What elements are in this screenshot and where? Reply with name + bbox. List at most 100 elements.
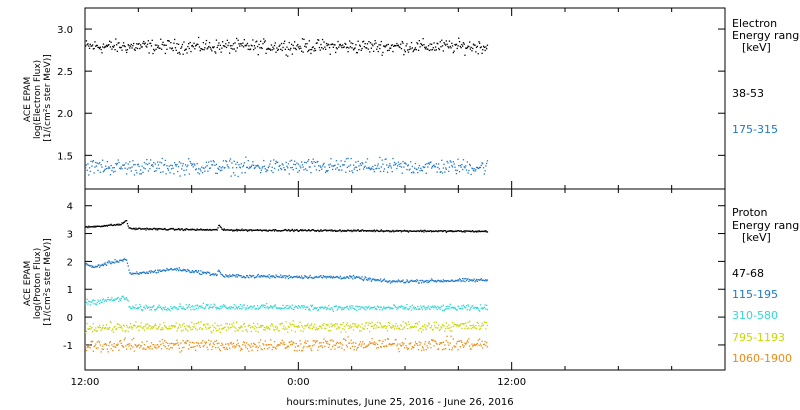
proton-point <box>443 348 445 350</box>
proton-point <box>108 299 110 301</box>
proton-point <box>123 325 125 327</box>
proton-point <box>342 307 344 309</box>
proton-point <box>366 279 368 281</box>
proton-point <box>482 308 484 310</box>
proton-point <box>438 280 441 282</box>
electron-point <box>379 47 381 50</box>
proton-point <box>465 343 467 345</box>
proton-point <box>184 341 187 343</box>
electron-point <box>215 39 218 41</box>
proton-point <box>340 230 342 233</box>
electron-point <box>176 43 178 45</box>
electron-point <box>240 43 242 45</box>
electron-point <box>253 164 255 166</box>
proton-point <box>256 349 259 352</box>
proton-point <box>239 229 241 231</box>
proton-point <box>140 305 142 308</box>
proton-point <box>352 341 355 344</box>
electron-point <box>167 40 170 42</box>
electron-point <box>138 42 140 45</box>
proton-point <box>482 324 484 327</box>
proton-point <box>379 340 381 342</box>
proton-point <box>332 230 334 232</box>
electron-point <box>301 164 304 166</box>
proton-point <box>359 330 361 332</box>
proton-ytick-label: 1 <box>67 285 73 296</box>
proton-point <box>88 344 91 346</box>
proton-point <box>204 341 206 343</box>
electron-point <box>325 171 327 174</box>
electron-point <box>471 167 473 169</box>
proton-point <box>362 279 365 282</box>
proton-point <box>480 345 482 347</box>
proton-point <box>371 307 373 309</box>
proton-point <box>206 271 208 273</box>
electron-point <box>116 162 118 165</box>
proton-point <box>281 307 283 309</box>
electron-point <box>261 47 263 50</box>
proton-point <box>102 345 104 347</box>
proton-point <box>480 230 482 233</box>
proton-point <box>152 271 154 273</box>
proton-point <box>377 230 379 232</box>
electron-point <box>415 168 417 170</box>
proton-point <box>322 324 324 327</box>
proton-point <box>201 340 204 342</box>
electron-point <box>362 40 365 42</box>
electron-point <box>91 45 93 47</box>
proton-point <box>97 299 99 301</box>
electron-point <box>469 163 471 165</box>
proton-point <box>289 341 291 343</box>
electron-point <box>373 43 376 45</box>
electron-point <box>197 43 199 46</box>
electron-point <box>369 42 372 44</box>
electron-point <box>400 162 402 165</box>
proton-point <box>383 326 385 328</box>
proton-point <box>369 342 372 345</box>
proton-point <box>451 279 454 282</box>
proton-point <box>279 323 281 325</box>
proton-point <box>328 344 331 346</box>
proton-point <box>417 282 420 284</box>
proton-point <box>411 230 413 232</box>
electron-point <box>212 47 214 49</box>
electron-point <box>362 163 364 165</box>
proton-point <box>421 325 424 327</box>
proton-point <box>390 344 393 346</box>
proton-point <box>354 229 356 231</box>
proton-point <box>309 345 311 347</box>
electron-point <box>173 173 175 175</box>
electron-point <box>353 168 355 170</box>
proton-point <box>383 230 386 232</box>
proton-point <box>247 325 249 327</box>
proton-point <box>339 229 341 231</box>
proton-point <box>255 308 257 310</box>
proton-point <box>475 307 478 310</box>
proton-point <box>367 324 369 326</box>
electron-point <box>373 168 375 171</box>
proton-point <box>448 324 450 326</box>
proton-point <box>245 346 247 348</box>
proton-point <box>254 229 256 231</box>
electron-ytick-label: 2.5 <box>57 67 73 78</box>
proton-point <box>389 280 391 282</box>
proton-point <box>420 342 422 344</box>
proton-point <box>430 230 432 232</box>
proton-ytick-label: 2 <box>67 257 73 268</box>
proton-point <box>270 325 272 327</box>
proton-point <box>323 338 325 340</box>
proton-point <box>109 327 111 329</box>
electron-point <box>229 45 232 47</box>
electron-point <box>123 164 125 166</box>
electron-point <box>344 42 346 45</box>
proton-point <box>321 306 323 309</box>
proton-point <box>285 275 287 277</box>
proton-point <box>305 325 307 327</box>
proton-point <box>380 325 382 327</box>
proton-point <box>481 230 483 232</box>
electron-point <box>216 46 218 49</box>
electron-point <box>311 162 314 164</box>
proton-point <box>384 230 386 232</box>
electron-point <box>148 162 150 164</box>
proton-legend-115-195: 115-195 <box>732 288 778 301</box>
